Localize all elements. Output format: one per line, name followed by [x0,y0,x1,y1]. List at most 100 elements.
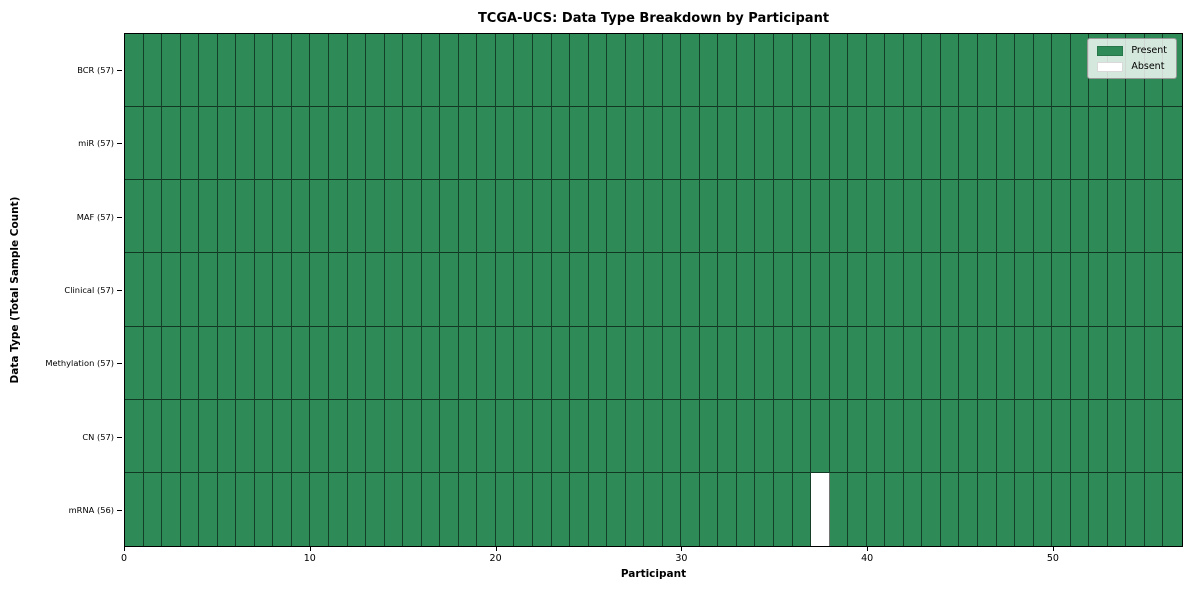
cell-miR-9 [291,107,311,181]
cell-BCR-8 [273,34,292,108]
cell-Methylation-44 [940,326,960,400]
cell-BCR-42 [903,34,923,108]
cell-miR-0 [125,107,144,181]
cell-Methylation-28 [644,326,663,400]
cell-MAF-26 [607,180,626,254]
cell-Methylation-3 [180,326,200,400]
cell-mRNA-34 [755,472,775,546]
cell-mRNA-43 [922,472,941,546]
cell-miR-31 [699,107,719,181]
cell-Clinical-52 [1089,253,1108,327]
cell-CN-30 [681,399,700,473]
cell-mRNA-35 [774,472,793,546]
cell-CN-38 [829,399,849,473]
ytick-mark [117,290,122,291]
cell-CN-56 [1163,399,1182,473]
cell-Clinical-31 [699,253,719,327]
cell-mRNA-47 [996,472,1016,546]
cell-CN-0 [125,399,144,473]
cell-Clinical-10 [310,253,329,327]
cell-miR-56 [1163,107,1182,181]
cell-Methylation-35 [774,326,793,400]
cell-CN-24 [570,399,589,473]
cell-Clinical-26 [607,253,626,327]
cell-MAF-33 [736,180,756,254]
cell-MAF-47 [996,180,1016,254]
cell-miR-18 [458,107,478,181]
cell-BCR-17 [440,34,459,108]
cell-BCR-9 [291,34,311,108]
cell-Methylation-20 [495,326,515,400]
cell-mRNA-48 [1015,472,1034,546]
cell-CN-25 [588,399,608,473]
cell-Clinical-4 [199,253,218,327]
cell-Clinical-37 [811,253,830,327]
cell-BCR-0 [125,34,144,108]
cell-mRNA-51 [1070,472,1090,546]
cell-CN-52 [1089,399,1108,473]
xtick-mark [124,547,125,551]
cell-CN-15 [403,399,422,473]
cell-MAF-8 [273,180,292,254]
cell-BCR-28 [644,34,663,108]
legend-swatch-absent [1097,61,1124,72]
cell-Clinical-45 [959,253,979,327]
cell-CN-31 [699,399,719,473]
cell-mRNA-42 [903,472,923,546]
ytick-label-miR: miR (57) [78,138,114,149]
cell-Clinical-1 [143,253,163,327]
cell-Clinical-7 [254,253,274,327]
cell-Methylation-6 [236,326,255,400]
cell-BCR-23 [551,34,571,108]
cell-MAF-53 [1107,180,1127,254]
xtick-mark [1052,547,1054,551]
cell-CN-26 [607,399,626,473]
cell-Methylation-43 [922,326,941,400]
cell-BCR-12 [347,34,367,108]
cell-CN-19 [477,399,496,473]
cell-Clinical-39 [848,253,867,327]
cell-CN-17 [440,399,459,473]
cell-MAF-30 [681,180,700,254]
cell-mRNA-31 [699,472,719,546]
cell-miR-3 [180,107,200,181]
cell-BCR-32 [718,34,737,108]
cell-miR-7 [254,107,274,181]
cell-CN-23 [551,399,571,473]
cell-CN-11 [328,399,348,473]
cell-miR-23 [551,107,571,181]
cell-Clinical-47 [996,253,1016,327]
cell-BCR-40 [866,34,886,108]
cell-BCR-14 [384,34,404,108]
cell-MAF-5 [217,180,237,254]
cell-BCR-46 [978,34,997,108]
cell-BCR-10 [310,34,329,108]
cell-CN-13 [366,399,385,473]
cell-Methylation-41 [885,326,904,400]
cell-Methylation-27 [625,326,645,400]
ytick-mark [117,436,122,438]
cell-MAF-20 [495,180,515,254]
cell-Methylation-15 [403,326,422,400]
cell-BCR-26 [607,34,626,108]
cell-miR-51 [1070,107,1090,181]
cell-BCR-15 [403,34,422,108]
cell-mRNA-17 [440,472,459,546]
cell-mRNA-10 [310,472,329,546]
cell-BCR-36 [792,34,812,108]
cell-MAF-52 [1089,180,1108,254]
cell-Clinical-12 [347,253,367,327]
cell-Methylation-8 [273,326,292,400]
cell-miR-52 [1089,107,1108,181]
cell-BCR-44 [940,34,960,108]
cell-Methylation-17 [440,326,459,400]
cell-Clinical-44 [940,253,960,327]
ytick-mark [117,69,122,71]
ytick-mark [117,510,122,512]
cell-MAF-14 [384,180,404,254]
cell-mRNA-1 [143,472,163,546]
xtick-label-30: 30 [675,553,688,564]
cell-mRNA-0 [125,472,144,546]
cell-miR-12 [347,107,367,181]
cell-Clinical-19 [477,253,496,327]
